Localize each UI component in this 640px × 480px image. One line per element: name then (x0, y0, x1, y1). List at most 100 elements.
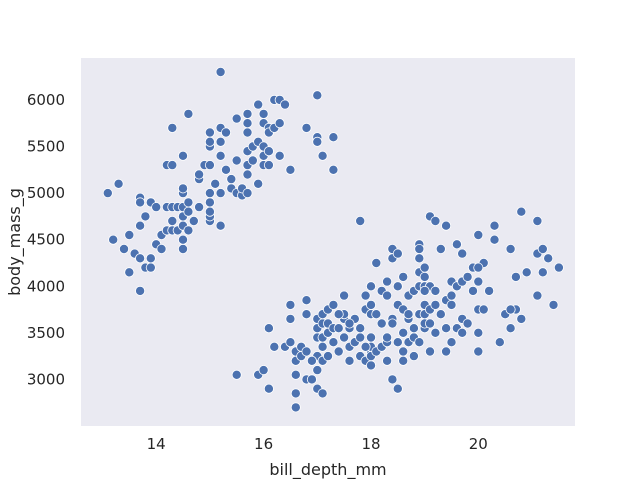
data-point (360, 341, 371, 352)
data-point (333, 323, 344, 334)
data-point (263, 323, 274, 334)
data-point (435, 243, 446, 254)
data-point (204, 197, 215, 208)
y-axis-label: body_mass_g (5, 188, 25, 296)
data-point (424, 318, 435, 329)
data-point (376, 318, 387, 329)
data-point (312, 136, 323, 147)
data-point (414, 253, 425, 264)
x-axis-label: bill_depth_mm (269, 460, 386, 480)
data-point (446, 337, 457, 348)
data-point (215, 150, 226, 161)
data-point (457, 248, 468, 259)
data-point (215, 136, 226, 147)
data-point (231, 369, 242, 380)
data-point (194, 202, 205, 213)
data-point (135, 253, 146, 264)
y-tick-label: 5000 (27, 184, 65, 202)
data-point (398, 327, 409, 338)
data-point (365, 332, 376, 343)
data-point (145, 253, 156, 264)
data-point (231, 113, 242, 124)
data-point (285, 164, 296, 175)
data-point (242, 118, 253, 129)
data-point (333, 309, 344, 320)
data-point (253, 99, 264, 110)
data-point (548, 299, 559, 310)
data-point (210, 178, 221, 189)
data-point (290, 388, 301, 399)
data-point (167, 160, 178, 171)
data-point (462, 318, 473, 329)
data-point (242, 108, 253, 119)
data-point (553, 262, 564, 273)
data-point (290, 402, 301, 413)
data-point (312, 365, 323, 376)
data-point (355, 215, 366, 226)
data-point (306, 374, 317, 385)
data-point (387, 374, 398, 385)
data-point (204, 127, 215, 138)
data-point (473, 327, 484, 338)
data-point (537, 267, 548, 278)
data-point (339, 332, 350, 343)
data-point (424, 346, 435, 357)
data-point (382, 276, 393, 287)
data-point (269, 341, 280, 352)
data-point (140, 211, 151, 222)
data-point (301, 346, 312, 357)
data-point (231, 155, 242, 166)
x-tick-label: 20 (469, 435, 488, 453)
data-point (317, 150, 328, 161)
data-point (177, 150, 188, 161)
data-point (339, 290, 350, 301)
y-tick-label: 4500 (27, 231, 65, 249)
data-point (290, 369, 301, 380)
data-point (258, 365, 269, 376)
data-point (124, 229, 135, 240)
data-point (355, 323, 366, 334)
data-point (505, 243, 516, 254)
data-point (489, 234, 500, 245)
data-point (194, 169, 205, 180)
data-point (537, 243, 548, 254)
data-point (430, 215, 441, 226)
data-point (543, 253, 554, 264)
y-tick-label: 4000 (27, 277, 65, 295)
data-point (484, 285, 495, 296)
data-point (285, 299, 296, 310)
data-point (226, 174, 237, 185)
y-axis-ticks: 3000 3500 4000 4500 5000 5500 6000 (27, 91, 65, 388)
data-point (301, 122, 312, 133)
data-point (430, 327, 441, 338)
data-point (494, 337, 505, 348)
data-point (408, 351, 419, 362)
data-point (371, 257, 382, 268)
data-point (183, 206, 194, 217)
data-point (274, 150, 285, 161)
data-point (263, 160, 274, 171)
data-point (441, 346, 452, 357)
data-point (135, 197, 146, 208)
data-point (177, 243, 188, 254)
data-point (419, 285, 430, 296)
data-point (167, 215, 178, 226)
data-point (215, 188, 226, 199)
data-point (328, 337, 339, 348)
data-point (516, 313, 527, 324)
data-point (204, 136, 215, 147)
data-point (344, 355, 355, 366)
data-point (220, 164, 231, 175)
data-point (441, 323, 452, 334)
y-tick-label: 6000 (27, 91, 65, 109)
data-point (478, 304, 489, 315)
data-point (258, 108, 269, 119)
data-point (403, 309, 414, 320)
data-point (489, 220, 500, 231)
data-point (382, 332, 393, 343)
data-point (204, 160, 215, 171)
data-point (473, 229, 484, 240)
data-point (253, 178, 264, 189)
y-tick-label: 3000 (27, 370, 65, 388)
